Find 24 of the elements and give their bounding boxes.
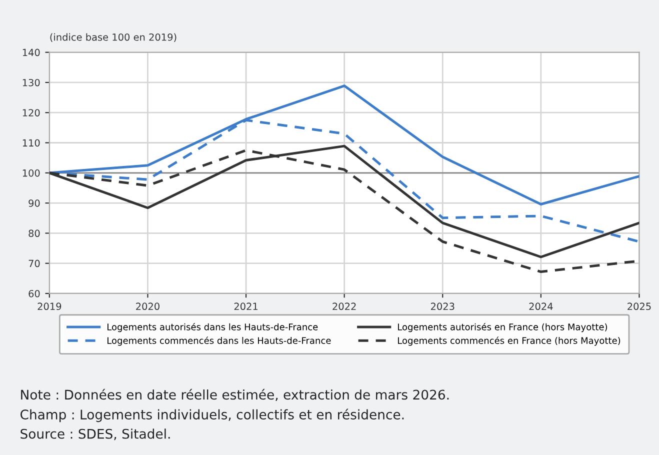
text: Note : Données en date réelle estimée, extraction de mars 2026. <box>21 388 449 402</box>
y-axis-title: (indice base 100 en 2019) <box>50 33 176 42</box>
legend-label: Logements autorisés dans les Hauts-de-France <box>108 322 318 332</box>
y-tick-label: 130 <box>22 78 40 86</box>
y-tick-label: 140 <box>22 48 40 56</box>
y-tick-label: 90 <box>28 200 40 207</box>
legend-label: Logements commencés dans les Hauts-de-France <box>108 336 331 346</box>
x-tick-label: 2024 <box>529 302 553 310</box>
y-tick-label: 70 <box>28 260 40 268</box>
x-tick-label: 2020 <box>136 302 160 310</box>
x-tick-label: 2021 <box>234 302 258 310</box>
y-tick-label: 100 <box>22 169 40 177</box>
legend-label: Logements autorisés en France (hors Mayotte) <box>398 322 608 332</box>
y-tick-label: 120 <box>22 109 40 116</box>
x-tick-label: 2022 <box>332 302 356 310</box>
y-tick-label: 80 <box>28 230 40 238</box>
source-note: Source : SDES, Sitadel. <box>20 428 170 440</box>
y-tick-label: 60 <box>28 290 40 298</box>
y-tick-label: 110 <box>22 139 40 147</box>
legend-label: Logements commencés en France (hors Mayotte) <box>398 336 620 346</box>
x-tick-label: 2019 <box>38 302 62 310</box>
text: Champ : Logements individuels, collectifs et en résidence. <box>20 408 404 422</box>
x-tick-label: 2023 <box>430 302 454 310</box>
x-tick-label: 2025 <box>628 302 651 310</box>
